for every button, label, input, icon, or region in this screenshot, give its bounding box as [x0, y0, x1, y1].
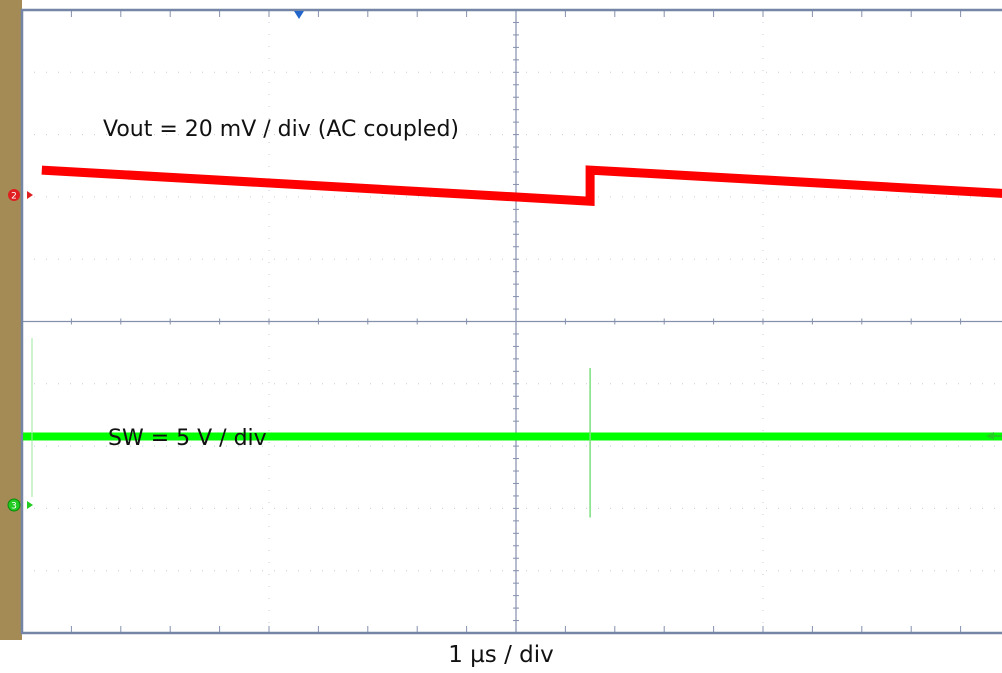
oscilloscope-screen: 23: [0, 0, 1002, 640]
vout-scale-annotation: Vout = 20 mV / div (AC coupled): [103, 117, 460, 142]
ch3-marker-arrow: [27, 501, 33, 509]
sw-scale-annotation: SW = 5 V / div: [108, 426, 267, 451]
traces: [23, 165, 1002, 518]
screen-border: [20, 8, 1002, 635]
time-scale-annotation: 1 µs / div: [448, 642, 554, 668]
channel-markers: 23: [7, 11, 1002, 512]
ch3-ground-marker: [7, 498, 21, 512]
graticule: [21, 9, 1002, 634]
trigger-level-marker: [986, 432, 994, 440]
ch2-marker-arrow: [27, 191, 33, 199]
left-bezel: [0, 0, 22, 640]
ch2-marker-label: 2: [11, 192, 17, 202]
trigger-position-marker: [294, 11, 304, 19]
ch3-marker-label: 3: [11, 502, 17, 512]
vout-ripple-trace: [41, 165, 1002, 206]
ch2-ground-marker: [8, 189, 20, 201]
